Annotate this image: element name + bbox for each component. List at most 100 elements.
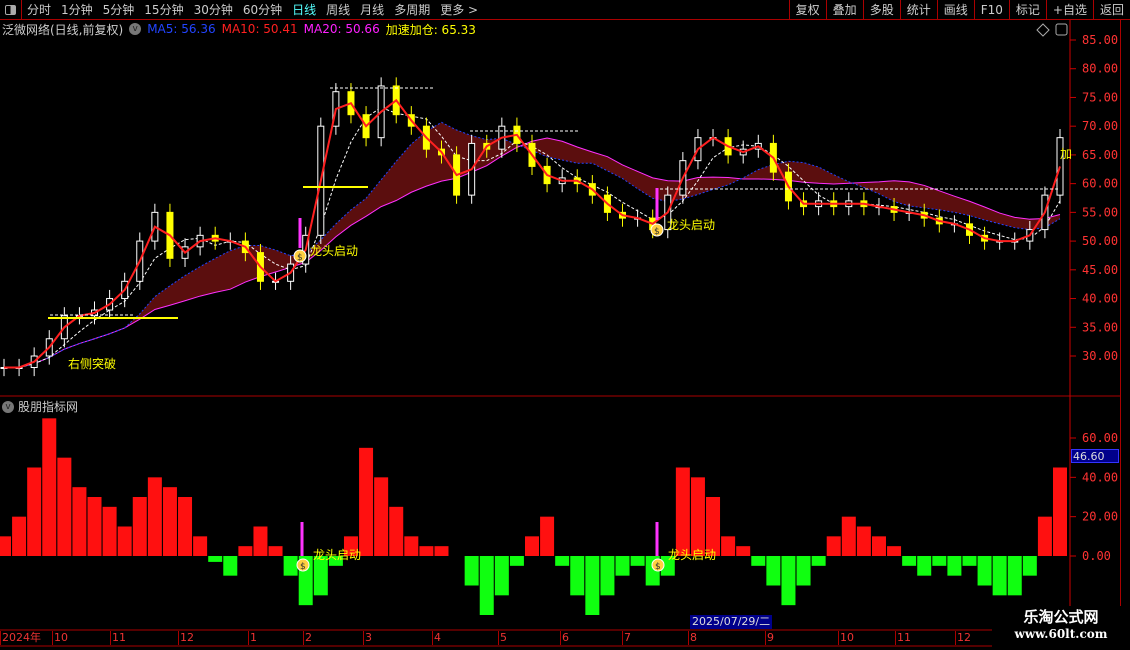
date-axis: 2024年 10 11 12 1 2 3 4 5 6 7 8 9 10 11 12 <box>0 631 1070 645</box>
indicator-bar <box>736 546 751 556</box>
indicator-bar <box>675 467 690 556</box>
indicator-bar <box>932 556 947 566</box>
indicator-bar <box>147 477 162 556</box>
chevron-down-icon[interactable]: v <box>129 23 142 35</box>
indicator-bar <box>57 457 72 556</box>
indicator-bar <box>1037 516 1052 556</box>
ma5-value: MA5: 56.36 <box>147 22 216 36</box>
date-tick: 12 <box>955 631 971 645</box>
diamond-icon <box>1036 23 1050 37</box>
toolbar-button-7[interactable]: +自选 <box>1045 0 1093 20</box>
y-tick-label: 40.00 <box>1082 292 1118 306</box>
y-tick-label: 85.00 <box>1082 33 1118 47</box>
date-tick: 11 <box>895 631 911 645</box>
indicator-bar <box>781 556 796 606</box>
date-tick: 2 <box>303 631 312 645</box>
indicator-bar <box>615 556 630 576</box>
dollar-coin-icon <box>650 223 664 237</box>
dollar-coin-icon: $ <box>655 562 661 572</box>
date-tick: 6 <box>560 631 569 645</box>
indicator-bar <box>419 546 434 556</box>
ma20-value: MA20: 50.66 <box>303 22 380 36</box>
sub-y-tick-label: 60.00 <box>1082 431 1118 445</box>
date-tick: 2024年 <box>0 631 41 645</box>
date-tick: 11 <box>110 631 126 645</box>
layout-icon <box>5 4 16 15</box>
y-tick-label: 30.00 <box>1082 349 1118 363</box>
indicator-bar <box>706 497 721 556</box>
chevron-down-icon[interactable]: v <box>2 400 14 413</box>
indicator-bar <box>887 546 902 556</box>
indicator-bar <box>374 477 389 556</box>
date-tick: 10 <box>838 631 854 645</box>
right-side-panel[interactable] <box>1120 20 1130 630</box>
toolbar-button-2[interactable]: 多股 <box>862 0 900 20</box>
indicator-bar <box>27 467 42 556</box>
ma10-value: MA10: 50.41 <box>221 22 298 36</box>
sub-y-tick-label: 0.00 <box>1082 549 1111 563</box>
indicator-bar <box>178 497 193 556</box>
y-tick-label: 80.00 <box>1082 62 1118 76</box>
indicator-bar <box>359 447 374 556</box>
indicator-bar <box>1053 467 1067 556</box>
period-tab-0[interactable]: 分时 <box>27 3 52 17</box>
ma5-line <box>4 98 1061 369</box>
leader-start-label: 龙头启动 <box>668 548 716 562</box>
y-tick-label: 35.00 <box>1082 320 1118 334</box>
period-tab-10[interactable]: 更多 > <box>440 3 479 17</box>
indicator-bar <box>328 556 343 566</box>
toolbar-button-4[interactable]: 画线 <box>936 0 974 20</box>
dollar-coin-icon <box>296 558 310 572</box>
period-tab-9[interactable]: 多周期 <box>394 3 431 17</box>
indicator-bar <box>826 536 841 556</box>
indicator-bar <box>479 556 494 615</box>
indicator-bar <box>87 497 102 556</box>
indicator-bar <box>283 556 298 576</box>
toolbar-button-5[interactable]: F10 <box>973 0 1009 20</box>
dollar-coin-icon <box>651 558 665 572</box>
period-tab-6[interactable]: 日线 <box>292 3 317 17</box>
watermark-name: 乐淘公式网 <box>1023 608 1099 626</box>
date-tick: 12 <box>178 631 194 645</box>
indicator-bar <box>464 556 479 586</box>
indicator-bar <box>0 536 11 556</box>
period-tab-2[interactable]: 5分钟 <box>102 3 135 17</box>
indicator-bar <box>811 556 826 566</box>
date-tick: 8 <box>688 631 697 645</box>
period-tab-7[interactable]: 周线 <box>326 3 351 17</box>
period-tab-8[interactable]: 月线 <box>360 3 385 17</box>
indicator-bar <box>856 526 871 556</box>
indicator-bar <box>389 506 404 556</box>
sub-panel-header: v 股朋指标网 <box>2 398 78 415</box>
indicator-bar <box>721 536 736 556</box>
toolbar-button-6[interactable]: 标记 <box>1008 0 1046 20</box>
period-tab-4[interactable]: 30分钟 <box>193 3 233 17</box>
y-tick-label: 55.00 <box>1082 205 1118 219</box>
toolbar-button-0[interactable]: 复权 <box>788 0 826 20</box>
indicator-bar <box>42 418 57 556</box>
period-tab-3[interactable]: 15分钟 <box>144 3 184 17</box>
sub-panel-title: 股朋指标网 <box>18 400 79 414</box>
layout-toggle-button[interactable] <box>0 0 22 20</box>
indicator-bar <box>555 556 570 566</box>
indicator-bar <box>162 487 177 556</box>
indicator-bar <box>1022 556 1037 576</box>
period-tab-5[interactable]: 60分钟 <box>242 3 283 17</box>
toolbar-button-3[interactable]: 统计 <box>899 0 937 20</box>
indicator-bar <box>193 536 208 556</box>
y-tick-label: 65.00 <box>1082 148 1118 162</box>
indicator-bar <box>102 506 117 556</box>
watermark-url: www.60lt.com <box>1014 627 1108 641</box>
sub-y-tick-label: 40.00 <box>1082 470 1118 484</box>
period-tab-1[interactable]: 1分钟 <box>61 3 93 17</box>
indicator-bar <box>117 526 132 556</box>
leader-start-label: 龙头启动 <box>667 218 715 232</box>
indicator-bar <box>343 536 358 556</box>
indicator-bar <box>268 546 283 556</box>
indicator-bar <box>494 556 509 596</box>
indicator-bar <box>600 556 615 596</box>
toolbar-button-8[interactable]: 返回 <box>1092 0 1130 20</box>
toolbar-button-1[interactable]: 叠加 <box>825 0 863 20</box>
indicator-bar <box>434 546 449 556</box>
